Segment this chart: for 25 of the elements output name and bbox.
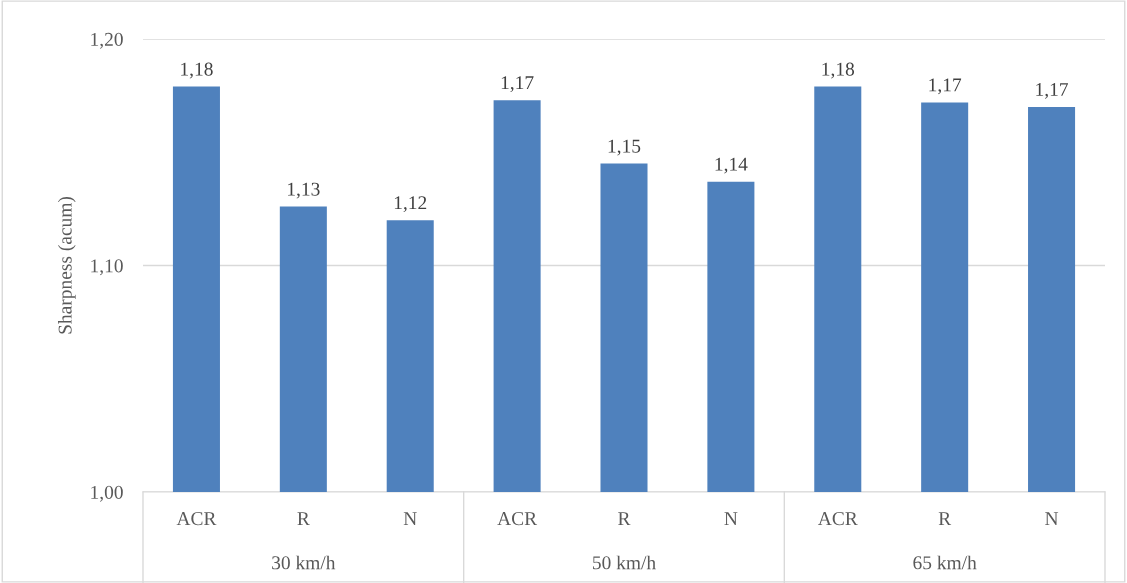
data-label: 1,17 bbox=[1036, 83, 1069, 99]
data-label: 1,17 bbox=[501, 76, 534, 93]
data-label: 1,18 bbox=[181, 62, 213, 79]
text: 50 km/h bbox=[592, 555, 656, 570]
x-tick-label: N bbox=[1045, 512, 1059, 525]
data-label: 1,18 bbox=[822, 62, 855, 79]
x-tick-label: ACR bbox=[497, 512, 538, 526]
x-tick-label: N bbox=[724, 512, 738, 525]
text: 30 km/h bbox=[272, 555, 336, 570]
x-tick-label: ACR bbox=[817, 512, 858, 526]
x-tick-label: R bbox=[938, 512, 952, 525]
text: 65 km/h bbox=[913, 555, 977, 570]
data-label: 1,17 bbox=[929, 78, 962, 95]
data-label: 1,14 bbox=[715, 157, 748, 174]
y-axis-title: Sharpness (acum) bbox=[58, 196, 76, 334]
y-tick-label: 1,00 bbox=[91, 485, 123, 502]
data-label: 1,12 bbox=[394, 196, 427, 213]
data-label: 1,13 bbox=[288, 182, 320, 199]
x-tick-label: R bbox=[618, 512, 631, 525]
x-tick-label: N bbox=[403, 512, 417, 525]
data-label: 1,15 bbox=[608, 139, 641, 156]
y-tick-label: 1,20 bbox=[91, 32, 123, 49]
x-tick-label: R bbox=[297, 512, 310, 525]
x-tick-label: ACR bbox=[176, 512, 217, 526]
y-tick-label: 1,10 bbox=[91, 259, 123, 276]
